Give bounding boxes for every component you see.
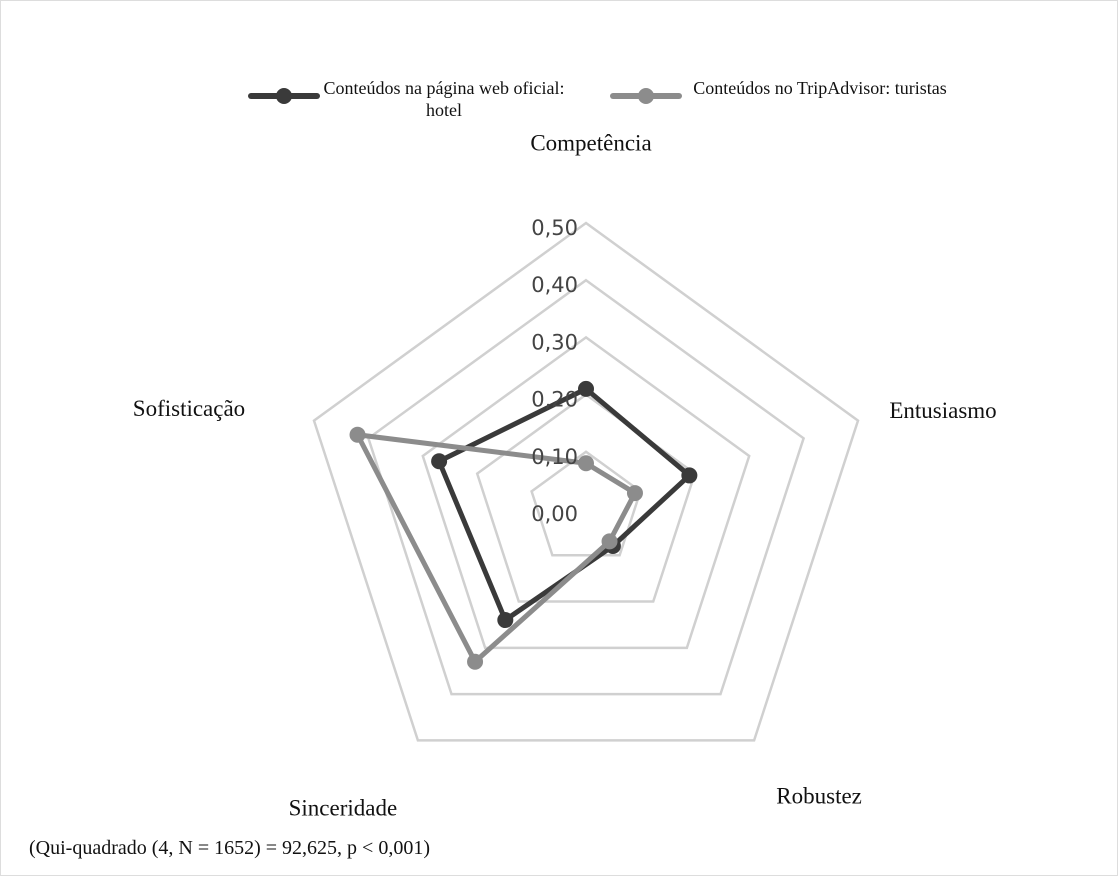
marker bbox=[578, 380, 594, 397]
marker bbox=[601, 533, 618, 550]
legend-label: Conteúdos na página web oficial: hotel bbox=[323, 78, 565, 120]
legend-marker bbox=[638, 88, 654, 104]
category-label: Entusiasmo bbox=[889, 398, 996, 423]
grid-ring bbox=[530, 450, 642, 557]
series-line bbox=[355, 432, 638, 665]
marker bbox=[467, 653, 484, 670]
category-label: Sofisticação bbox=[133, 396, 245, 421]
category-label: Competência bbox=[530, 130, 651, 155]
marker bbox=[578, 455, 594, 472]
note: (Qui-quadrado (4, N = 1652) = 92,625, p … bbox=[29, 837, 430, 859]
marker bbox=[681, 467, 698, 484]
marker bbox=[626, 485, 643, 502]
tick-label: 0,30 bbox=[531, 330, 578, 354]
grid-ring bbox=[366, 278, 806, 696]
tick-label: 0,40 bbox=[531, 273, 578, 297]
marker bbox=[497, 612, 514, 629]
tick-label: 0,20 bbox=[531, 388, 578, 412]
category-label: Robustez bbox=[776, 784, 862, 809]
category-label: Sinceridade bbox=[289, 796, 398, 821]
tick-label: 0,10 bbox=[531, 445, 578, 469]
grid-ring bbox=[312, 221, 860, 742]
legend-label: Conteúdos no TripAdvisor: turistas bbox=[693, 78, 947, 98]
grid-ring bbox=[421, 335, 751, 650]
marker bbox=[349, 426, 366, 443]
legend-marker bbox=[276, 88, 292, 104]
tick-label: 0,00 bbox=[531, 502, 578, 526]
marker bbox=[431, 453, 448, 470]
grid-ring bbox=[475, 393, 697, 603]
tick-label: 0,50 bbox=[531, 216, 578, 240]
